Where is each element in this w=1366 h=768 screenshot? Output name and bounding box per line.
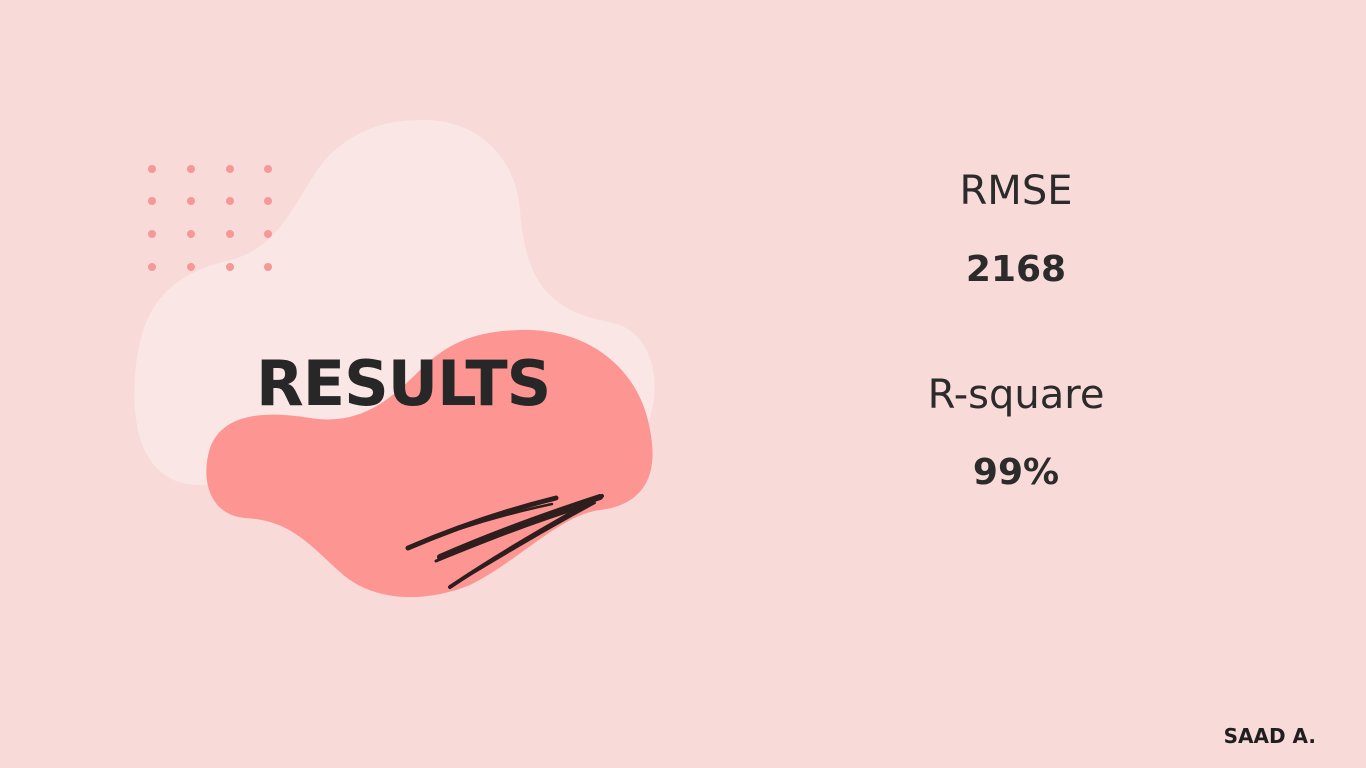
metric-label-rmse: RMSE	[959, 168, 1073, 214]
author-name: SAAD A.	[1223, 724, 1316, 748]
scribble-decoration	[405, 494, 604, 589]
metric-label-r-square: R-square	[927, 372, 1105, 418]
metric-value-r-square: 99%	[972, 452, 1060, 493]
slide-title: RESULTS	[256, 347, 551, 420]
dot-grid-decoration	[148, 165, 272, 271]
metric-value-rmse: 2168	[965, 249, 1067, 290]
